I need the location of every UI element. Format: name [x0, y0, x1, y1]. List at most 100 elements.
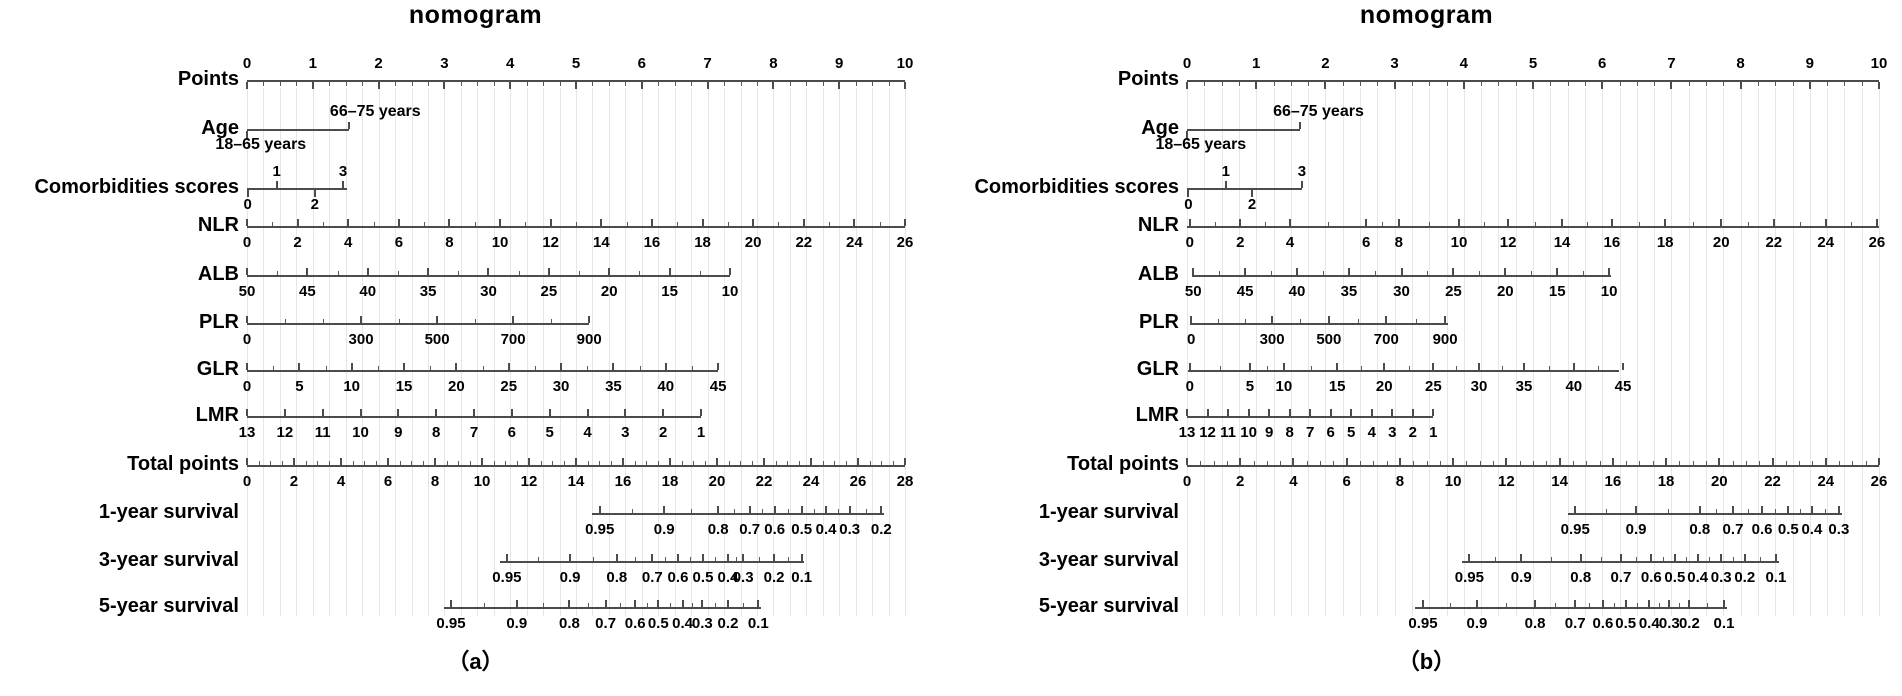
axis-tick [1251, 190, 1254, 197]
axis-tick [1648, 600, 1651, 607]
axis-tick [1271, 316, 1274, 323]
tick-label: 25 [540, 283, 558, 300]
axis-tick [246, 190, 249, 197]
axis-tick [1878, 458, 1880, 465]
axis-minor-tick [1637, 603, 1639, 607]
axis-tick [1190, 316, 1193, 323]
tick-label: 0.5 [791, 521, 813, 538]
tick-label: 20 [1496, 283, 1514, 300]
axis-minor-tick [505, 461, 507, 465]
axis-tick [651, 554, 654, 561]
gridline [1654, 88, 1656, 616]
tick-label: 6 [394, 234, 404, 251]
axis-line [1187, 80, 1879, 82]
axis-minor-tick [724, 82, 726, 86]
axis-tick [1574, 600, 1577, 607]
tick-label: 10 [721, 283, 739, 300]
axis-minor-tick [1550, 82, 1552, 86]
gridline [1238, 88, 1240, 616]
tick-label: 10 [491, 234, 509, 251]
axis-tick [548, 409, 551, 416]
axis-minor-tick [1546, 461, 1548, 465]
axis-minor-tick [762, 509, 764, 513]
tick-label: 40 [1288, 283, 1306, 300]
gridline [1861, 88, 1863, 616]
tick-label: 0.4 [672, 615, 694, 632]
axis-minor-tick [446, 461, 448, 465]
axis-tick [1579, 554, 1582, 561]
axis-minor-tick [1466, 461, 1468, 465]
axis-minor-tick [458, 461, 460, 465]
axis-minor-tick [1567, 82, 1569, 86]
axis-tick [1665, 458, 1668, 465]
axis-tick [487, 268, 490, 275]
axis-tick [676, 554, 679, 561]
tick-label: 8 [1736, 55, 1745, 72]
axis-minor-tick [1799, 461, 1801, 465]
gridline [740, 88, 742, 616]
axis-tick [443, 82, 446, 89]
axis-minor-tick [674, 82, 676, 86]
axis-tick [1400, 268, 1403, 275]
axis-minor-tick [263, 82, 265, 86]
tick-label: 3 [1390, 55, 1399, 72]
axis-minor-tick [411, 461, 413, 465]
axis-line [1187, 416, 1434, 418]
tick-label: 20 [600, 283, 618, 300]
axis-tick [1309, 409, 1312, 416]
axis-tick [283, 409, 286, 416]
tick-label: 10 [343, 378, 361, 395]
axis-tick [716, 458, 718, 465]
tick-label: 6 [1598, 55, 1607, 72]
axis-row-label: Age [201, 117, 239, 139]
axis-tick [1365, 219, 1368, 226]
axis-tick [1296, 268, 1299, 275]
axis-minor-tick [1328, 222, 1330, 226]
axis-tick [510, 409, 513, 416]
axis-minor-tick [1652, 461, 1654, 465]
axis-minor-tick [1535, 222, 1537, 226]
axis-tick [480, 458, 483, 465]
tick-label: 9 [394, 424, 403, 441]
tick-label: 15 [661, 283, 678, 300]
tick-label: 20 [1712, 234, 1730, 251]
tick-label: 5 [295, 378, 304, 395]
axis-minor-tick [893, 461, 895, 465]
tick-label: 0.8 [1689, 521, 1711, 538]
gridline [872, 88, 874, 616]
axis-tick [246, 409, 248, 416]
tick-label: 18 [1656, 234, 1674, 251]
tick-label: 30 [552, 378, 570, 395]
axis-minor-tick [1439, 461, 1441, 465]
axis-tick [1397, 219, 1400, 226]
axis-minor-tick [411, 82, 413, 86]
axis-minor-tick [1759, 461, 1761, 465]
tick-label: 6 [1342, 473, 1351, 490]
axis-minor-tick [1584, 82, 1586, 86]
category-label: 18–65 years [215, 136, 307, 153]
axis-minor-tick [477, 82, 479, 86]
panel-a-caption: （a） [447, 649, 504, 674]
axis-minor-tick [1501, 366, 1503, 370]
axis-tick [1772, 219, 1775, 226]
axis-minor-tick [1375, 271, 1377, 275]
axis-row-label: Comorbidities scores [34, 176, 239, 198]
axis-minor-tick [822, 461, 824, 465]
axis-line [247, 226, 905, 228]
axis-minor-tick [587, 461, 589, 465]
axis-tick [1608, 268, 1611, 275]
tick-label: 7 [1667, 55, 1676, 72]
axis-minor-tick [1213, 461, 1215, 465]
axis-line [247, 80, 905, 82]
axis-minor-tick [869, 461, 871, 465]
axis-minor-tick [470, 461, 472, 465]
axis-line [247, 188, 348, 190]
tick-label: 0 [1186, 331, 1196, 348]
axis-tick [634, 600, 637, 607]
axis-tick [1452, 458, 1455, 465]
axis-tick [359, 409, 362, 416]
axis-minor-tick [1747, 222, 1749, 226]
tick-label: 0.3 [732, 569, 754, 586]
axis-tick [436, 316, 439, 323]
axis-tick [275, 181, 278, 188]
